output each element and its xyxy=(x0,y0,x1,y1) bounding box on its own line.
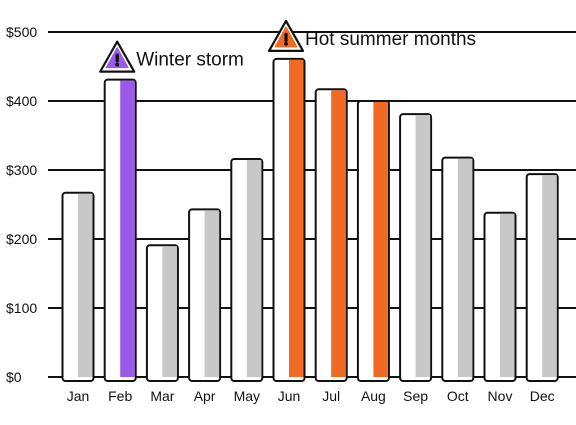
annotation-label: Hot summer months xyxy=(305,29,476,50)
bar-feb xyxy=(103,78,137,383)
bar-fill xyxy=(542,175,557,377)
bar-fill xyxy=(246,159,262,377)
x-tick-label: Jul xyxy=(322,388,340,404)
bar-fill xyxy=(120,80,135,378)
annotations: Winter storm Hot summer months xyxy=(99,19,476,73)
y-tick-label: $200 xyxy=(6,231,37,247)
x-tick-label: Nov xyxy=(488,388,513,404)
bar-mar xyxy=(145,244,179,382)
bar-sep xyxy=(399,113,433,383)
x-tick-label: May xyxy=(234,388,260,404)
x-tick-label: Oct xyxy=(447,388,469,404)
warning-icon xyxy=(267,19,305,53)
y-tick-label: $0 xyxy=(6,369,22,385)
bar-fill xyxy=(162,246,177,377)
bar-oct xyxy=(441,156,475,382)
bar-apr xyxy=(188,208,222,382)
x-tick-label: Aug xyxy=(361,388,386,404)
bar-jun xyxy=(272,57,306,382)
bar-fill xyxy=(415,115,431,378)
bar-aug xyxy=(356,100,390,382)
y-tick-label: $500 xyxy=(6,24,37,40)
bar-nov xyxy=(483,211,517,382)
bar-fill xyxy=(78,193,93,377)
bars xyxy=(61,57,559,383)
x-tick-label: Apr xyxy=(194,388,216,404)
bar-fill xyxy=(204,210,220,377)
x-tick-label: Sep xyxy=(403,388,428,404)
annotation: Hot summer months xyxy=(267,19,476,53)
bar-fill xyxy=(500,213,515,377)
annotation: Winter storm xyxy=(99,40,244,73)
x-axis-ticks: Jan Feb Mar Apr May Jun Jul Aug Sep Oct Nov Dec xyxy=(67,388,555,404)
x-tick-label: Feb xyxy=(108,388,132,404)
bar-fill xyxy=(331,90,346,378)
x-tick-label: Jun xyxy=(278,388,301,404)
x-tick-label: Dec xyxy=(530,388,555,404)
y-axis-ticks: $0 $100 $200 $300 $400 $500 xyxy=(6,24,37,385)
bar-dec xyxy=(525,173,559,382)
bar-jul xyxy=(314,88,348,383)
annotation-label: Winter storm xyxy=(136,50,244,71)
x-tick-label: Jan xyxy=(67,388,90,404)
y-tick-label: $400 xyxy=(6,93,37,109)
y-tick-label: $300 xyxy=(6,162,37,178)
bar-may xyxy=(230,157,264,382)
warning-icon xyxy=(99,40,136,73)
bar-fill xyxy=(457,158,473,377)
x-tick-label: Mar xyxy=(150,388,174,404)
y-tick-label: $100 xyxy=(6,300,37,316)
bar-jan xyxy=(61,191,95,382)
bar-fill xyxy=(373,102,388,377)
bar-fill xyxy=(289,59,304,377)
